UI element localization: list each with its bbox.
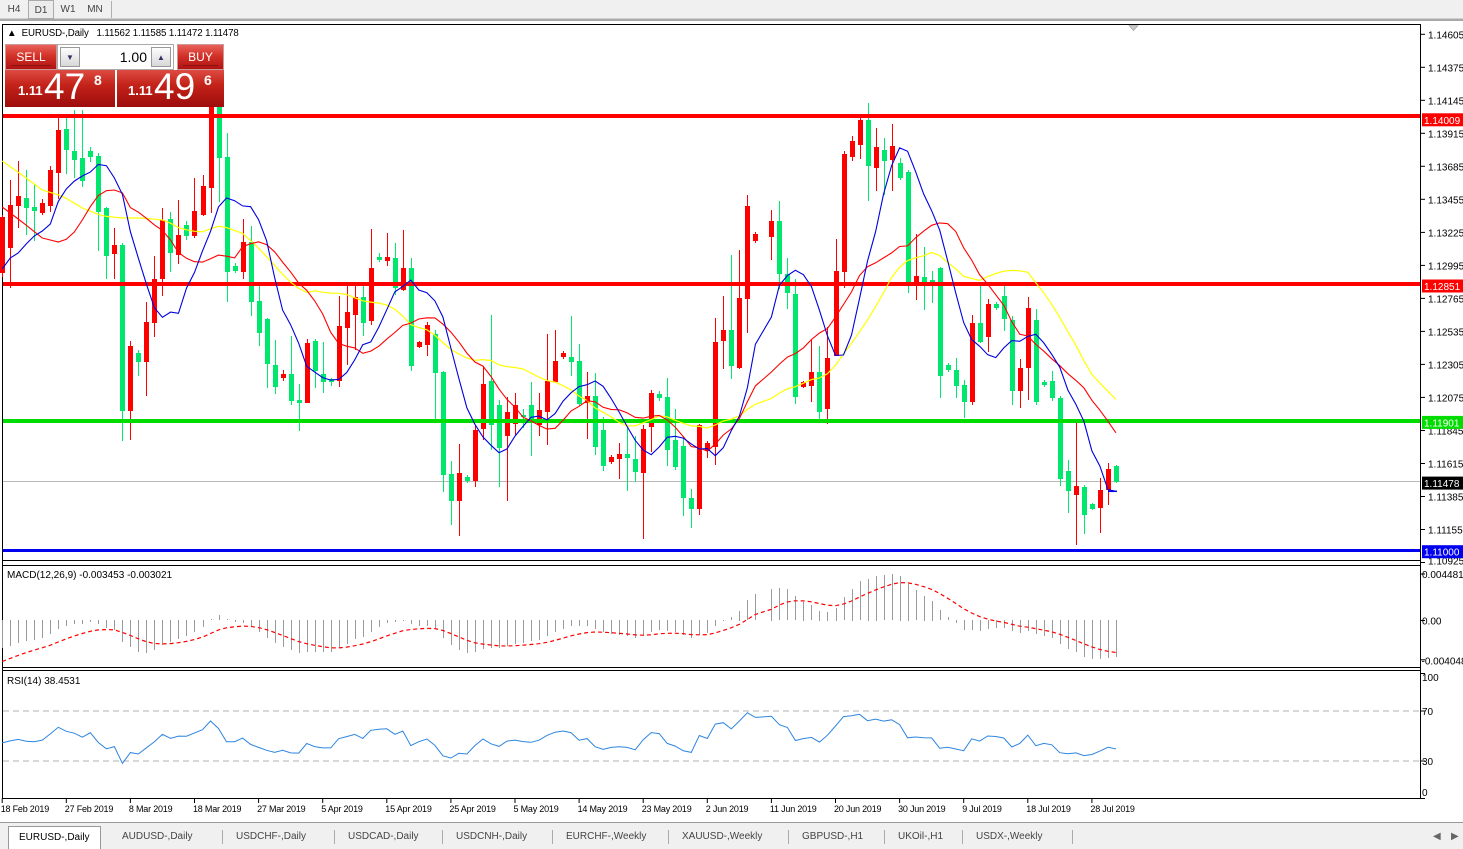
svg-text:1.14009: 1.14009 [1424, 116, 1461, 127]
svg-text:11 Jun 2019: 11 Jun 2019 [770, 804, 817, 814]
svg-text:30 Jun 2019: 30 Jun 2019 [898, 804, 946, 814]
svg-text:1.11000: 1.11000 [1424, 548, 1460, 559]
svg-text:RSI(14) 38.4531: RSI(14) 38.4531 [7, 676, 81, 687]
svg-text:1.12851: 1.12851 [1424, 282, 1461, 293]
svg-text:0: 0 [1422, 788, 1428, 799]
svg-text:1.11478: 1.11478 [1424, 479, 1460, 490]
svg-text:25 Apr 2019: 25 Apr 2019 [449, 804, 496, 814]
svg-text:5 Apr 2019: 5 Apr 2019 [321, 804, 363, 814]
svg-text:1.13455: 1.13455 [1428, 195, 1463, 206]
svg-text:MACD(12,26,9) -0.003453 -0.003: MACD(12,26,9) -0.003453 -0.003021 [7, 570, 173, 581]
svg-text:100: 100 [1422, 673, 1439, 684]
svg-text:2 Jun 2019: 2 Jun 2019 [706, 804, 749, 814]
svg-text:1.11385: 1.11385 [1428, 493, 1463, 504]
svg-text:18 Mar 2019: 18 Mar 2019 [193, 804, 242, 814]
svg-text:1.14375: 1.14375 [1428, 63, 1463, 74]
svg-text:1.12075: 1.12075 [1428, 393, 1463, 404]
svg-text:1.11901: 1.11901 [1424, 418, 1460, 429]
svg-text:20 Jun 2019: 20 Jun 2019 [834, 804, 882, 814]
svg-text:1.13225: 1.13225 [1428, 228, 1463, 239]
svg-text:1.13915: 1.13915 [1428, 129, 1463, 140]
svg-text:28 Jul 2019: 28 Jul 2019 [1090, 804, 1135, 814]
svg-text:1.14145: 1.14145 [1428, 96, 1463, 107]
svg-text:9 Jul 2019: 9 Jul 2019 [962, 804, 1002, 814]
svg-text:18 Feb 2019: 18 Feb 2019 [1, 804, 50, 814]
svg-text:30: 30 [1422, 757, 1434, 768]
svg-text:-0.004048: -0.004048 [1422, 656, 1463, 667]
svg-text:14 May 2019: 14 May 2019 [578, 804, 628, 814]
svg-text:27 Mar 2019: 27 Mar 2019 [257, 804, 306, 814]
svg-text:1.14605: 1.14605 [1428, 30, 1463, 41]
svg-text:1.11845: 1.11845 [1428, 427, 1463, 438]
svg-text:1.12305: 1.12305 [1428, 360, 1463, 371]
svg-text:0.004481: 0.004481 [1422, 570, 1463, 581]
svg-text:1.11155: 1.11155 [1428, 526, 1463, 537]
svg-text:1.13685: 1.13685 [1428, 162, 1463, 173]
svg-text:18 Jul 2019: 18 Jul 2019 [1026, 804, 1071, 814]
svg-text:0.00: 0.00 [1422, 617, 1442, 628]
svg-text:1.12535: 1.12535 [1428, 327, 1463, 338]
svg-text:27 Feb 2019: 27 Feb 2019 [65, 804, 114, 814]
svg-text:1.11615: 1.11615 [1428, 460, 1463, 471]
svg-text:8 Mar 2019: 8 Mar 2019 [129, 804, 173, 814]
svg-text:23 May 2019: 23 May 2019 [642, 804, 692, 814]
svg-text:1.12765: 1.12765 [1428, 294, 1463, 305]
svg-text:1.10925: 1.10925 [1428, 557, 1463, 568]
svg-text:70: 70 [1422, 707, 1434, 718]
svg-text:1.12995: 1.12995 [1428, 261, 1463, 272]
svg-text:15 Apr 2019: 15 Apr 2019 [385, 804, 432, 814]
svg-text:5 May 2019: 5 May 2019 [514, 804, 559, 814]
